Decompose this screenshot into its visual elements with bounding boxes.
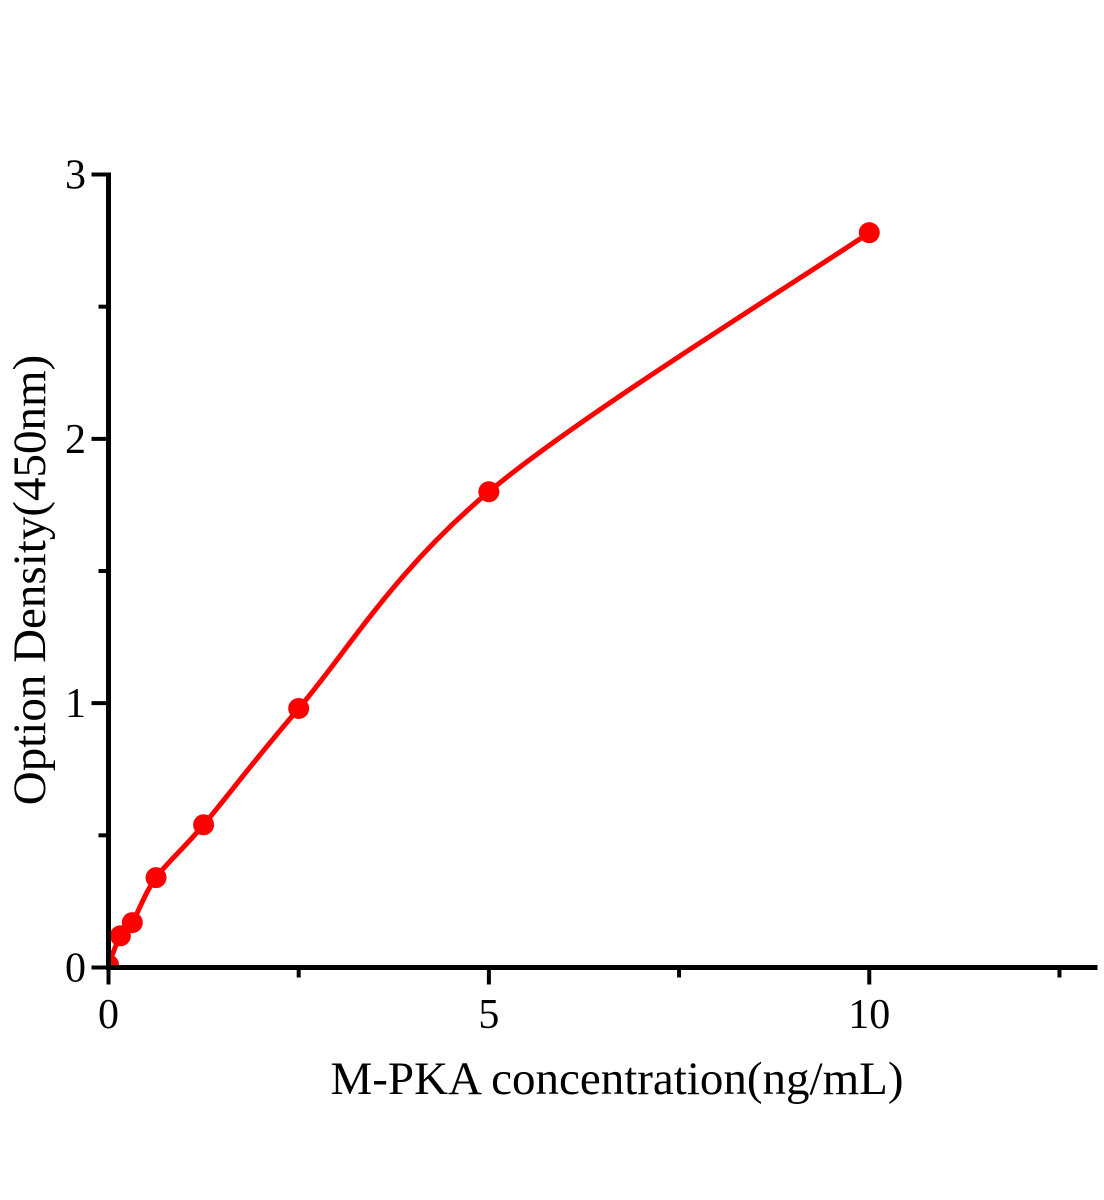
data-point — [121, 912, 143, 934]
data-point — [145, 867, 167, 889]
y-tick-label: 3 — [65, 153, 86, 199]
y-axis-title: Option Density(450nm) — [4, 354, 56, 806]
y-tick-label: 2 — [65, 417, 86, 463]
x-tick-label: 0 — [98, 992, 119, 1038]
y-tick-label: 0 — [65, 946, 86, 992]
fit-curve — [108, 230, 871, 966]
series-group — [108, 222, 880, 966]
data-point — [108, 954, 119, 966]
x-tick-label: 5 — [478, 992, 499, 1038]
data-point — [288, 697, 310, 719]
x-tick-label: 10 — [848, 992, 890, 1038]
data-point — [193, 814, 215, 836]
data-point — [478, 481, 500, 503]
y-tick-label: 1 — [65, 681, 86, 727]
x-axis-title: M-PKA concentration(ng/mL) — [330, 1053, 904, 1105]
data-point — [858, 222, 880, 244]
